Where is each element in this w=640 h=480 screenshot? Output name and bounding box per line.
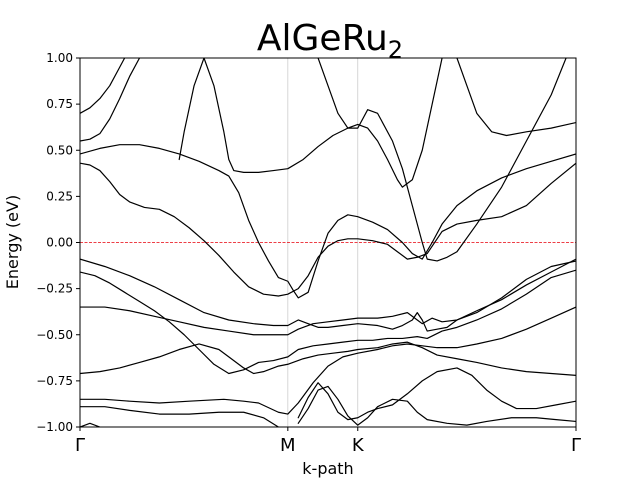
y-tick-label-7: 0.75 xyxy=(46,97,73,111)
band-line-14 xyxy=(456,58,576,137)
x-tick-label-1: M xyxy=(280,435,296,456)
x-tick-label-3: Γ xyxy=(571,435,581,456)
band-line-12 xyxy=(178,58,205,161)
plot-area: −1.00 −0.75 −0.50 −0.25 0.00 0.25 0.50 0.75 1.00… xyxy=(36,51,581,456)
band-line-8 xyxy=(80,58,141,142)
y-tick-label-3: −0.25 xyxy=(36,282,73,296)
band-line-1 xyxy=(80,406,279,427)
y-axis-label: Energy (eV) xyxy=(3,195,22,289)
y-tick-label-8: 1.00 xyxy=(46,51,73,65)
band-line-15 xyxy=(297,367,576,421)
x-tick-label-2: K xyxy=(352,435,365,456)
band-line-3 xyxy=(80,341,576,376)
band-line-2 xyxy=(80,306,576,415)
band-line-5 xyxy=(80,269,576,375)
band-line-11 xyxy=(203,58,443,188)
band-line-6 xyxy=(80,258,576,332)
band-line-7 xyxy=(80,58,126,114)
band-line-16 xyxy=(297,385,576,426)
y-tick-label-1: −0.75 xyxy=(36,374,73,388)
chart-title-subscript: 2 xyxy=(388,36,403,64)
band-line-9 xyxy=(80,144,576,299)
y-tick-label-2: −0.50 xyxy=(36,328,73,342)
band-line-10 xyxy=(80,162,576,297)
y-tick-label-6: 0.50 xyxy=(46,143,73,157)
y-tick-label-5: 0.25 xyxy=(46,189,73,203)
band-line-0 xyxy=(80,422,101,427)
x-axis-label: k-path xyxy=(302,459,353,478)
y-tick-label-0: −1.00 xyxy=(36,420,73,434)
x-tick-label-0: Γ xyxy=(75,435,85,456)
y-tick-label-4: 0.00 xyxy=(46,236,73,250)
band-line-13 xyxy=(317,58,567,262)
bands-group xyxy=(80,58,576,427)
chart-title-main: AlGeRu xyxy=(257,18,388,59)
band-line-4 xyxy=(80,260,576,336)
chart-title: AlGeRu2 xyxy=(257,18,403,64)
